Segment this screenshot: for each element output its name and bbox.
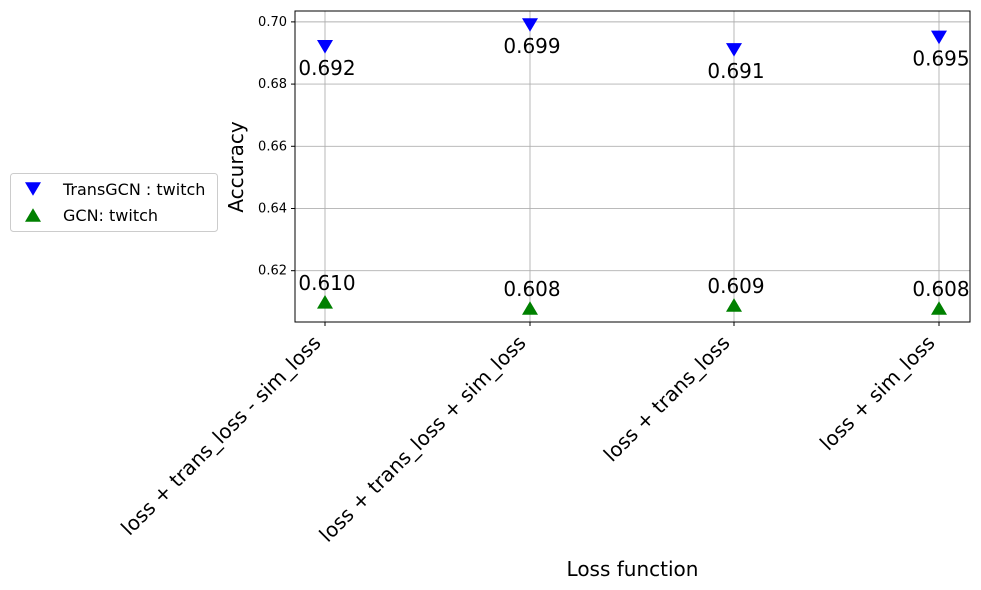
legend-label: GCN: twitch	[63, 206, 158, 225]
data-label: 0.608	[503, 277, 560, 301]
legend-box	[10, 173, 218, 232]
gcn-point	[726, 298, 742, 312]
y-tick-label: 0.68	[258, 77, 287, 92]
transgcn-point	[317, 39, 333, 54]
legend-label: TransGCN : twitch	[62, 180, 205, 199]
y-axis: 0.62 0.64 0.66 0.68 0.70	[258, 15, 295, 279]
x-tick-label: loss + sim_loss	[815, 331, 940, 456]
transgcn-point	[522, 18, 538, 32]
transgcn-point	[931, 30, 947, 45]
data-label: 0.699	[503, 34, 560, 58]
transgcn-point	[726, 43, 742, 57]
y-tick-label: 0.70	[258, 15, 287, 30]
data-label: 0.608	[912, 277, 969, 301]
legend-triangle-up-icon	[25, 208, 41, 222]
x-tick-label: loss + trans_loss + sim_loss	[314, 331, 530, 547]
data-label: 0.692	[298, 56, 355, 80]
legend: TransGCN : twitch GCN: twitch	[10, 173, 218, 232]
x-tick-label: loss + trans_loss - sim_loss	[116, 331, 325, 540]
y-tick-label: 0.66	[258, 139, 287, 154]
y-axis-title: Accuracy	[224, 121, 248, 212]
plot-frame	[294, 10, 971, 323]
data-label: 0.695	[912, 46, 969, 70]
data-label: 0.609	[707, 274, 764, 298]
gcn-point	[931, 301, 947, 315]
x-axis-title: Loss function	[567, 557, 699, 581]
grid-lines	[295, 11, 970, 322]
legend-triangle-down-icon	[25, 182, 41, 196]
data-points: 0.692 0.699 0.691 0.695 0.610 0.608 0.609 0.608	[298, 18, 970, 315]
y-tick-label: 0.62	[258, 264, 287, 279]
gcn-point	[522, 301, 538, 315]
gcn-point	[317, 294, 333, 309]
x-tick-label: loss + trans_loss	[599, 331, 735, 467]
data-label: 0.610	[298, 271, 355, 295]
y-tick-label: 0.64	[258, 201, 287, 216]
data-label: 0.691	[707, 59, 764, 83]
